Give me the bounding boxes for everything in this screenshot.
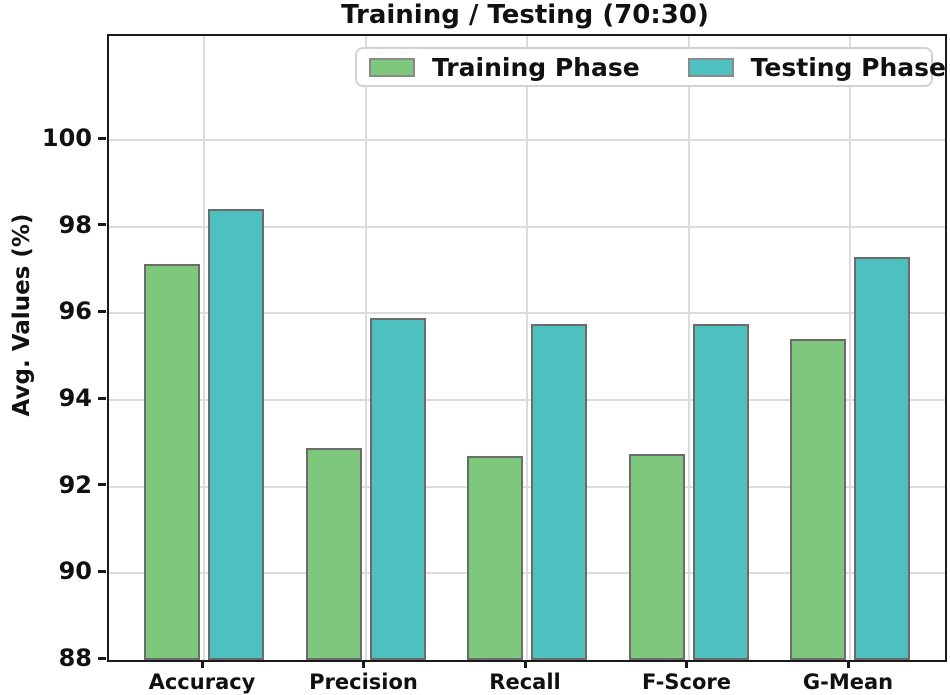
y-tick-label: 88: [58, 644, 92, 672]
x-tick-mark: [200, 660, 204, 668]
x-tick-label: Precision: [309, 670, 418, 694]
y-tick-mark: [98, 396, 106, 400]
training-bar-f-score: [628, 454, 685, 660]
training-bar-accuracy: [144, 263, 200, 660]
training-bar-recall: [467, 456, 523, 660]
y-tick-label: 100: [41, 124, 92, 152]
y-tick-mark: [98, 136, 106, 140]
y-tick-mark: [98, 309, 106, 313]
x-tick-mark: [523, 660, 527, 668]
testing-phase-swatch-icon: [687, 57, 734, 77]
x-gridline: [203, 36, 205, 660]
legend-label-testing: Testing Phase: [750, 52, 946, 82]
legend-item-training: Training Phase: [369, 53, 640, 82]
legend: Training Phase Testing Phase: [355, 47, 946, 87]
x-tick-label: Recall: [489, 670, 561, 694]
testing-bar-precision: [369, 317, 426, 660]
testing-bar-g-mean: [854, 257, 910, 660]
x-gridline: [526, 36, 528, 660]
training-bar-precision: [305, 447, 362, 660]
y-tick-label: 96: [58, 297, 92, 326]
x-tick-label: Accuracy: [148, 670, 256, 694]
x-tick-label: G-Mean: [802, 670, 894, 694]
y-tick-mark: [98, 483, 106, 487]
x-tick-label: F-Score: [641, 670, 731, 694]
y-tick-label: 94: [58, 384, 92, 412]
training-bar-g-mean: [790, 339, 846, 660]
chart-title: Training / Testing (70:30): [341, 0, 709, 30]
x-tick-mark: [685, 660, 688, 668]
y-tick-label: 98: [58, 210, 92, 239]
y-tick-label: 92: [58, 470, 92, 499]
x-gridline: [687, 36, 690, 660]
testing-bar-recall: [531, 324, 587, 660]
plot-area: [107, 34, 947, 662]
y-tick-mark: [98, 569, 106, 573]
y-tick-mark: [98, 656, 106, 660]
y-tick-label: 90: [58, 557, 92, 586]
x-tick-mark: [362, 660, 365, 668]
legend-item-testing: Testing Phase: [687, 52, 946, 82]
training-phase-swatch-icon: [369, 57, 415, 77]
y-tick-mark: [98, 223, 106, 227]
legend-label-training: Training Phase: [432, 52, 640, 82]
testing-bar-accuracy: [208, 209, 264, 660]
x-gridline: [849, 36, 851, 660]
testing-bar-f-score: [692, 324, 749, 660]
x-tick-mark: [846, 660, 850, 668]
x-gridline: [364, 36, 367, 660]
